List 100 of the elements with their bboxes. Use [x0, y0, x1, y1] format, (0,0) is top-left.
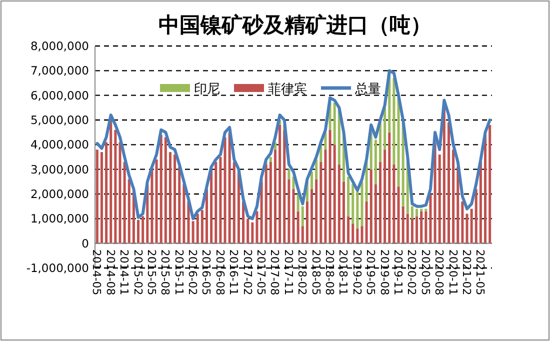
x-tick-label: 2018-05: [309, 249, 322, 296]
bar: [484, 134, 487, 244]
bar: [416, 216, 418, 244]
bar: [251, 222, 254, 244]
x-tick-label: 2021-02: [460, 249, 473, 296]
bar: [274, 150, 276, 244]
x-tick-label: 2015-05: [144, 249, 158, 296]
x-tick-label: 2020-05: [418, 249, 432, 296]
bar: [164, 137, 167, 244]
bar: [402, 206, 404, 244]
bar: [128, 179, 130, 244]
x-tick-label: 2018-08: [323, 249, 336, 296]
bar: [224, 137, 226, 244]
bar: [370, 169, 372, 244]
bar: [315, 179, 318, 244]
bar: [182, 184, 186, 244]
bar: [352, 224, 354, 244]
y-tick-label: 8,000,000: [30, 39, 89, 53]
bar: [114, 130, 117, 244]
bar: [374, 184, 377, 244]
bar: [278, 124, 282, 244]
bar: [137, 220, 140, 244]
bar: [246, 218, 250, 244]
x-tick-label: 2021-05: [474, 249, 487, 296]
bar: [192, 221, 194, 244]
line-series: [96, 69, 492, 220]
chart-title: 中国镍矿砂及精矿进口（吨）: [158, 13, 432, 37]
bar: [416, 208, 418, 216]
legend-label: 总量: [354, 82, 381, 97]
legend-label: 印尼: [194, 82, 220, 97]
bar: [288, 179, 290, 244]
bar: [105, 142, 108, 244]
bar: [123, 162, 126, 244]
bar: [410, 218, 414, 244]
bar: [333, 102, 336, 145]
x-tick-label: 2019-08: [378, 249, 391, 296]
bar: [264, 164, 268, 244]
x-tick-label: 2019-05: [364, 249, 378, 296]
bar: [397, 98, 400, 187]
bar: [420, 211, 423, 244]
bar: [150, 169, 154, 244]
bar: [378, 122, 382, 162]
bar: [338, 164, 340, 244]
bar: [110, 120, 112, 244]
y-tick-label: 2,000,000: [30, 187, 89, 201]
bar: [301, 226, 304, 244]
x-tick-label: 2020-02: [405, 249, 418, 296]
bar: [474, 189, 478, 244]
bar: [397, 186, 400, 244]
x-tick-label: 2014-11: [118, 249, 131, 296]
bar: [210, 169, 213, 244]
bar: [360, 226, 364, 244]
bar: [328, 130, 332, 244]
y-tick-label: 3,000,000: [30, 162, 89, 176]
bar: [466, 214, 468, 244]
x-tick-label: 2017-02: [240, 249, 254, 296]
x-tick-label: 2017-11: [282, 249, 295, 296]
bar: [384, 108, 386, 150]
bar: [392, 164, 396, 244]
bar: [374, 140, 377, 184]
bar: [283, 130, 286, 244]
bar: [310, 189, 314, 244]
bar: [424, 208, 428, 212]
bar: [100, 152, 103, 244]
bar: [479, 162, 482, 244]
x-tick-label: 2015-02: [131, 249, 144, 296]
bar: [347, 176, 350, 216]
bar: [155, 159, 158, 244]
bar: [470, 208, 473, 244]
bar: [324, 150, 327, 244]
x-tick-label: 2020-11: [446, 249, 460, 296]
bar: [214, 162, 218, 244]
bar: [342, 182, 345, 244]
bar: [424, 211, 428, 244]
bar: [301, 206, 304, 226]
bar: [384, 150, 386, 244]
bar: [306, 201, 308, 244]
bar: [232, 162, 236, 244]
bar: [456, 166, 460, 244]
bar: [118, 142, 122, 244]
bar: [333, 144, 336, 244]
bar: [256, 211, 258, 244]
x-tick-label: 2015-08: [158, 249, 172, 296]
bar: [352, 184, 354, 224]
x-tick-label: 2018-02: [296, 249, 309, 296]
bar: [296, 211, 300, 244]
legend-label: 菲律宾: [268, 81, 307, 97]
x-tick-label: 2015-11: [172, 249, 186, 296]
bar: [388, 132, 391, 244]
bar: [178, 166, 181, 244]
bar: [142, 216, 144, 244]
x-tick-label: 2017-08: [268, 249, 282, 296]
bar: [488, 124, 492, 244]
bar: [288, 169, 290, 180]
bar: [200, 210, 204, 244]
y-tick-label: 4,000,000: [30, 138, 89, 152]
bar: [392, 78, 396, 164]
bar: [219, 157, 222, 244]
bar: [442, 108, 446, 244]
bar: [347, 216, 350, 244]
